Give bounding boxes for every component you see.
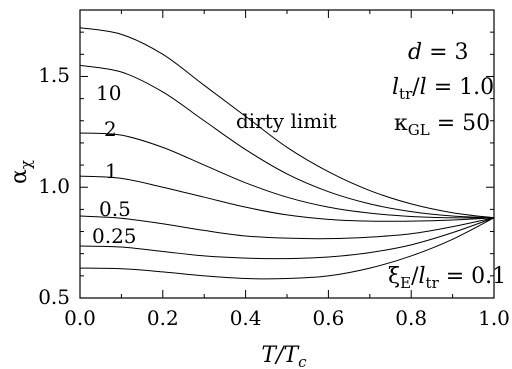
curve-label-xi-0.1: ξE/ltr = 0.1 [388,264,506,292]
x-tick-label-0.2: 0.2 [147,306,179,330]
curve-2 [79,132,495,219]
curve-label-0.25: 0.25 [92,224,137,248]
x-tick-label-1.0: 1.0 [478,306,510,330]
y-tick-label-1.0: 1.0 [38,174,70,198]
y-axis-title: αχ [7,160,35,184]
curve-0.1 [79,217,495,280]
y-tick-label-1.5: 1.5 [38,63,70,87]
curves-group [79,27,495,280]
x-tick-label-0.8: 0.8 [395,306,427,330]
x-tick-label-0.4: 0.4 [230,306,262,330]
curve-label-dirty-limit: dirty limit [236,109,337,133]
curve-label-1: 1 [105,159,118,183]
x-tick-label-0.6: 0.6 [312,306,344,330]
curve-0.25 [79,217,495,260]
curve-10 [79,64,495,219]
curve-1 [79,175,495,222]
curve-dirty-limit [79,27,495,219]
svg-text:αχ: αχ [7,160,35,184]
axis-ticks [79,9,495,299]
param-ltr-over-l: ltr/l = 1.0 [392,75,494,103]
param-d: d = 3 [408,40,469,65]
curve-label-10: 10 [96,81,121,105]
y-tick-label-0.5: 0.5 [38,285,70,309]
x-tick-label-0.0: 0.0 [64,306,96,330]
x-axis-title: T/Tc [261,343,307,369]
curve-label-2: 2 [104,117,117,141]
curve-0.5 [79,215,495,240]
curve-label-0.5: 0.5 [99,197,131,221]
param-kappa-gl: κGL = 50 [394,111,490,139]
